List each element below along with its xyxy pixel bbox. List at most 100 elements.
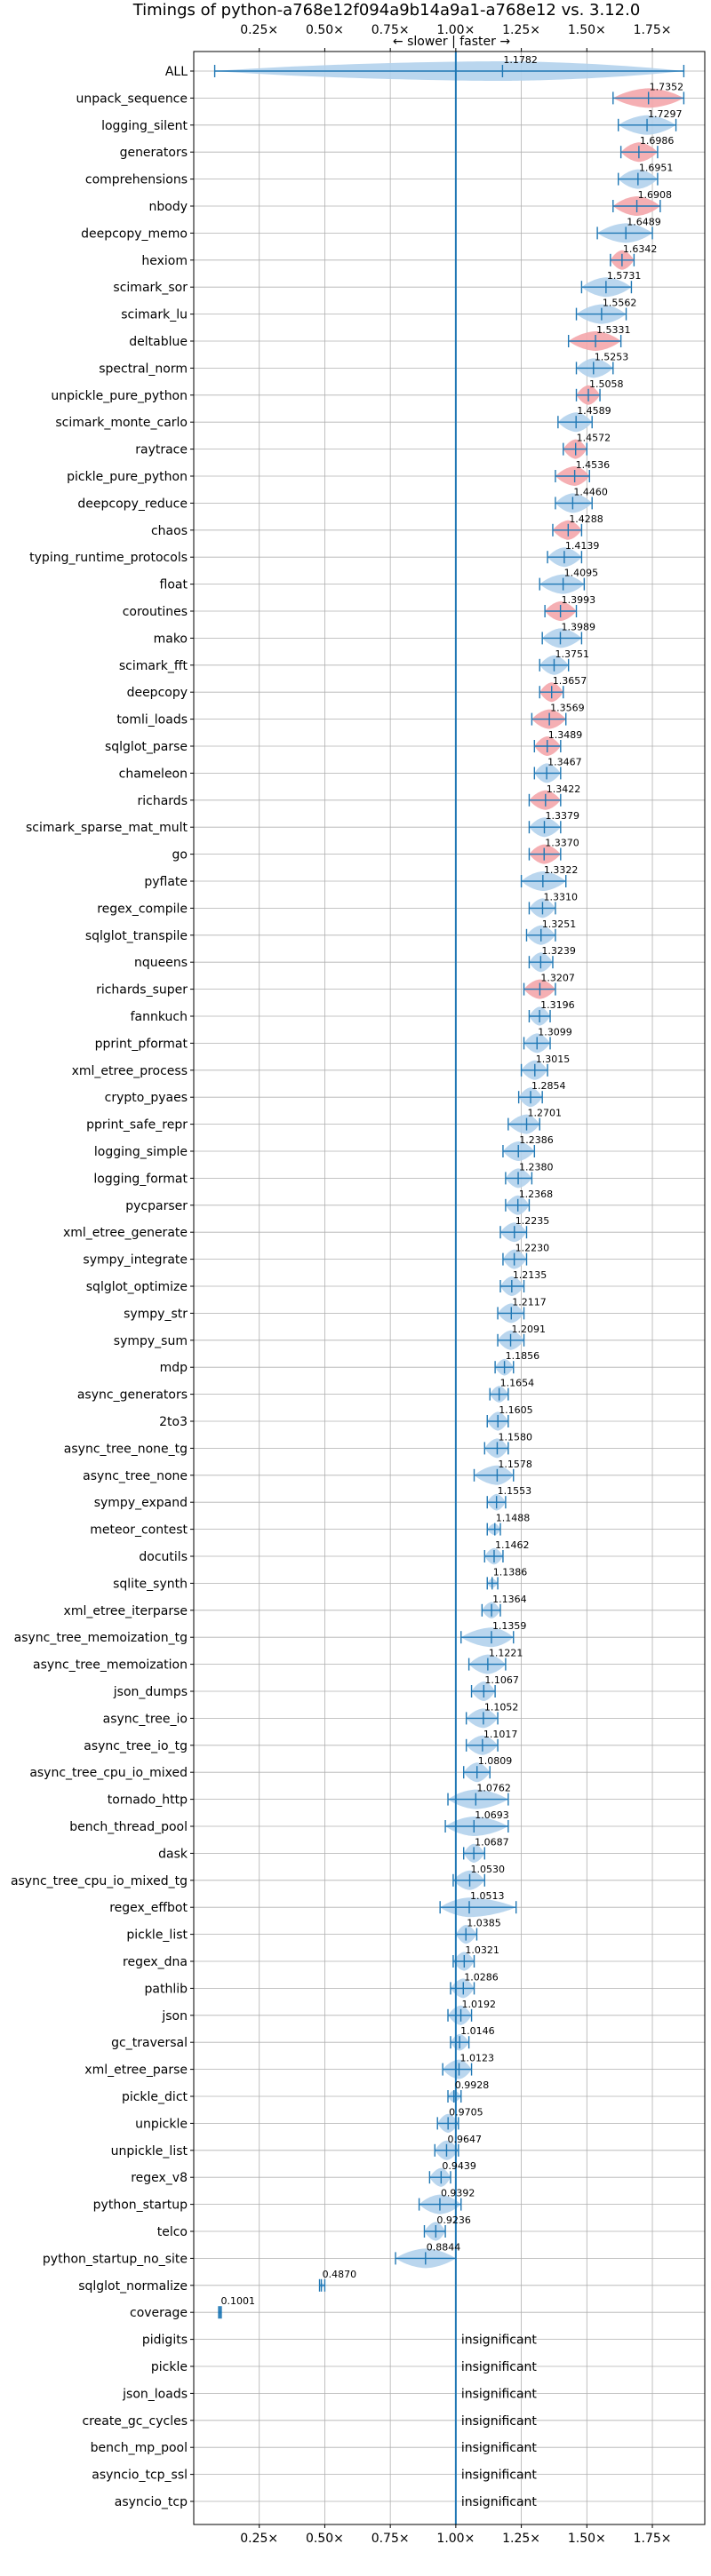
x-tick-label-top: 1.50× [568, 23, 606, 37]
benchmark-label: async_tree_none_tg [64, 1442, 188, 1456]
value-label: 1.5562 [603, 298, 637, 309]
benchmark-label: asyncio_tcp [115, 2495, 188, 2509]
value-label: 1.6951 [639, 163, 674, 174]
benchmark-label: async_tree_cpu_io_mixed_tg [11, 1874, 188, 1888]
value-label: 1.1052 [484, 1701, 519, 1713]
benchmark-label: json [161, 2009, 188, 2023]
benchmark-label: chameleon [119, 767, 188, 781]
value-label: 1.1782 [503, 54, 538, 66]
benchmark-label: logging_format [93, 1172, 188, 1186]
benchmark-label: async_tree_memoization [33, 1658, 188, 1673]
insignificant-label: insignificant [461, 2387, 538, 2401]
value-label: 0.1001 [221, 2295, 256, 2307]
benchmark-label: 2to3 [159, 1415, 188, 1429]
benchmark-label: async_tree_io_tg [84, 1739, 188, 1753]
benchmark-label: mako [154, 632, 188, 646]
value-label: 1.3370 [545, 838, 579, 849]
benchmark-label: json_loads [122, 2387, 188, 2401]
value-label: 1.7352 [650, 81, 684, 92]
value-label: 1.1017 [483, 1729, 518, 1740]
x-tick-label-bottom: 1.50× [568, 2532, 606, 2546]
value-label: 1.3322 [544, 864, 579, 876]
benchmark-label: bench_thread_pool [69, 1820, 188, 1834]
benchmark-label: spectral_norm [99, 362, 188, 376]
benchmark-label: tomli_loads [116, 713, 188, 727]
value-label: 1.0513 [470, 1890, 505, 1902]
value-label: 1.1221 [489, 1648, 523, 1659]
x-tick-label-bottom: 1.75× [634, 2532, 672, 2546]
benchmark-label: chaos [151, 524, 188, 538]
x-tick-label-bottom: 1.25× [502, 2532, 540, 2546]
value-label: 0.8844 [427, 2241, 461, 2253]
benchmark-label: tornado_http [108, 1793, 188, 1808]
plot-frame [193, 51, 706, 2525]
value-label: 1.1654 [500, 1378, 535, 1389]
benchmark-label: async_tree_none [83, 1469, 188, 1483]
value-label: 1.4460 [573, 486, 608, 497]
x-tick-label-bottom: 0.50× [306, 2532, 344, 2546]
value-label: 1.2091 [512, 1324, 547, 1335]
benchmark-label: logging_simple [94, 1145, 188, 1159]
value-label: 1.6908 [638, 189, 673, 201]
benchmark-label: logging_silent [101, 119, 188, 133]
benchmark-label: pathlib [145, 1982, 188, 1996]
benchmark-label: create_gc_cycles [82, 2414, 188, 2429]
value-label: 1.1462 [495, 1539, 530, 1551]
benchmark-label: sqlite_synth [113, 1577, 188, 1591]
benchmark-label: pickle [151, 2360, 188, 2374]
value-label: 1.3379 [546, 810, 580, 822]
benchmark-label: sqlglot_optimize [86, 1280, 188, 1294]
benchmark-label: docutils [139, 1550, 188, 1564]
benchmark-label: deepcopy_reduce [77, 497, 188, 511]
benchmark-label: pidigits [142, 2334, 188, 2348]
value-label: 1.3489 [548, 729, 583, 741]
value-label: 0.9236 [436, 2214, 471, 2226]
value-label: 1.3099 [538, 1026, 572, 1038]
benchmark-label: scimark_monte_carlo [55, 416, 188, 430]
x-tick-label-bottom: 0.25× [240, 2532, 278, 2546]
benchmark-label: generators [120, 146, 188, 160]
benchmark-label: meteor_contest [90, 1523, 188, 1538]
insignificant-label: insignificant [461, 2495, 538, 2509]
benchmark-label: go [172, 848, 188, 863]
benchmark-label: dask [158, 1847, 188, 1861]
value-label: 1.0530 [471, 1864, 506, 1875]
value-label: 1.2854 [531, 1080, 566, 1092]
insignificant-label: insignificant [461, 2414, 538, 2429]
benchmark-label: scimark_lu [121, 308, 188, 322]
value-label: 1.0192 [462, 1999, 497, 2010]
benchmark-label: raytrace [135, 443, 188, 457]
benchmark-label: deepcopy [127, 686, 188, 700]
benchmark-label: pprint_pformat [95, 1037, 188, 1051]
benchmark-label: nqueens [134, 956, 188, 970]
value-label: 1.3751 [555, 648, 589, 660]
value-label: 1.3251 [542, 918, 577, 930]
value-label: 0.4870 [323, 2269, 357, 2280]
benchmark-label: xml_etree_process [72, 1064, 188, 1078]
value-label: 1.5058 [589, 378, 624, 390]
x-tick-label-top: 0.50× [306, 23, 344, 37]
value-label: 1.4288 [569, 513, 603, 525]
benchmark-label: pycparser [125, 1199, 188, 1213]
benchmark-label: scimark_fft [119, 659, 188, 673]
insignificant-label: insignificant [461, 2360, 538, 2374]
value-label: 1.1553 [498, 1485, 532, 1497]
value-label: 1.2117 [512, 1296, 547, 1308]
benchmark-label: sqlglot_transpile [85, 929, 188, 943]
benchmark-label: async_tree_memoization_tg [14, 1631, 188, 1645]
benchmark-label: unpickle [135, 2117, 188, 2131]
benchmark-label: pickle_list [126, 1928, 188, 1943]
value-label: 1.2235 [515, 1215, 550, 1227]
benchmark-label: async_tree_io [103, 1712, 188, 1726]
benchmark-label: json_dumps [113, 1685, 188, 1699]
value-label: 1.1359 [492, 1620, 527, 1632]
value-label: 1.3207 [540, 973, 575, 984]
benchmark-label: float [160, 578, 188, 592]
value-label: 1.0321 [465, 1944, 499, 1956]
benchmark-label: bench_mp_pool [91, 2441, 188, 2455]
benchmark-label: comprehensions [85, 173, 188, 187]
benchmark-label: coverage [130, 2306, 188, 2320]
benchmark-label: pyflate [144, 875, 188, 889]
value-label: 1.2368 [519, 1189, 554, 1200]
value-label: 1.3569 [550, 703, 585, 714]
